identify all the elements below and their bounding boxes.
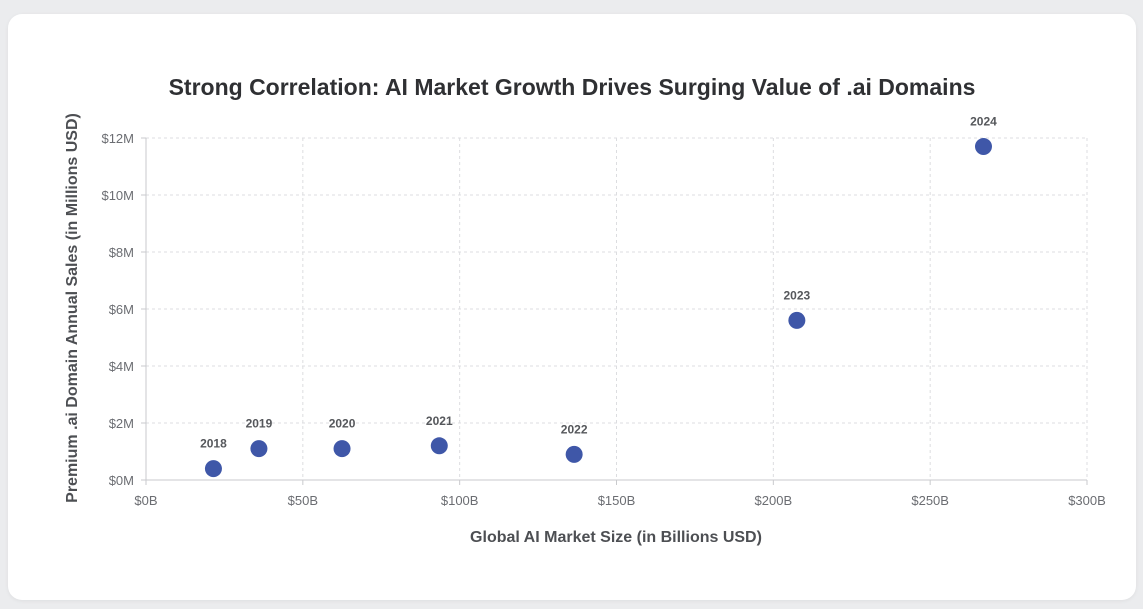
x-axis-title: Global AI Market Size (in Billions USD) bbox=[470, 529, 762, 546]
y-tick-label: $10M bbox=[101, 188, 134, 203]
data-point-2021[interactable] bbox=[430, 437, 448, 455]
data-point-2020[interactable] bbox=[333, 440, 351, 458]
y-tick-label: $0M bbox=[109, 473, 134, 488]
y-tick-label: $2M bbox=[109, 416, 134, 431]
x-tick-label: $50B bbox=[288, 493, 318, 508]
chart-title: Strong Correlation: AI Market Growth Dri… bbox=[169, 74, 976, 100]
data-point-2019[interactable] bbox=[250, 440, 268, 458]
y-tick-label: $6M bbox=[109, 302, 134, 317]
data-point-label-2021: 2021 bbox=[426, 414, 453, 428]
data-point-label-2019: 2019 bbox=[246, 417, 273, 431]
x-tick-label: $0B bbox=[134, 493, 157, 508]
chart-card bbox=[8, 14, 1136, 600]
x-tick-label: $150B bbox=[598, 493, 636, 508]
data-point-2024[interactable] bbox=[974, 138, 992, 156]
data-point-label-2024: 2024 bbox=[970, 115, 997, 129]
x-tick-label: $300B bbox=[1068, 493, 1106, 508]
y-tick-label: $12M bbox=[101, 131, 134, 146]
data-point-2023[interactable] bbox=[788, 311, 806, 329]
grid bbox=[146, 137, 1088, 480]
x-tick-label: $250B bbox=[911, 493, 949, 508]
axes bbox=[141, 137, 1088, 485]
data-point-label-2018: 2018 bbox=[200, 437, 227, 451]
data-point-label-2023: 2023 bbox=[784, 288, 811, 302]
data-point-label-2020: 2020 bbox=[329, 417, 356, 431]
data-points: 2018 2019 2020 2021 2022 2023 2024 bbox=[200, 115, 997, 478]
y-axis-title: Premium .ai Domain Annual Sales (in Mill… bbox=[64, 113, 81, 503]
x-tick-label: $200B bbox=[755, 493, 793, 508]
y-tick-label: $8M bbox=[109, 245, 134, 260]
y-tick-label: $4M bbox=[109, 359, 134, 374]
data-point-label-2022: 2022 bbox=[561, 422, 588, 436]
tick-labels: $0B $50B $100B $150B $200B $250B $300B $0M $2M $4… bbox=[101, 131, 1105, 508]
data-point-2018[interactable] bbox=[204, 460, 222, 478]
data-point-2022[interactable] bbox=[565, 445, 583, 463]
x-tick-label: $100B bbox=[441, 493, 479, 508]
